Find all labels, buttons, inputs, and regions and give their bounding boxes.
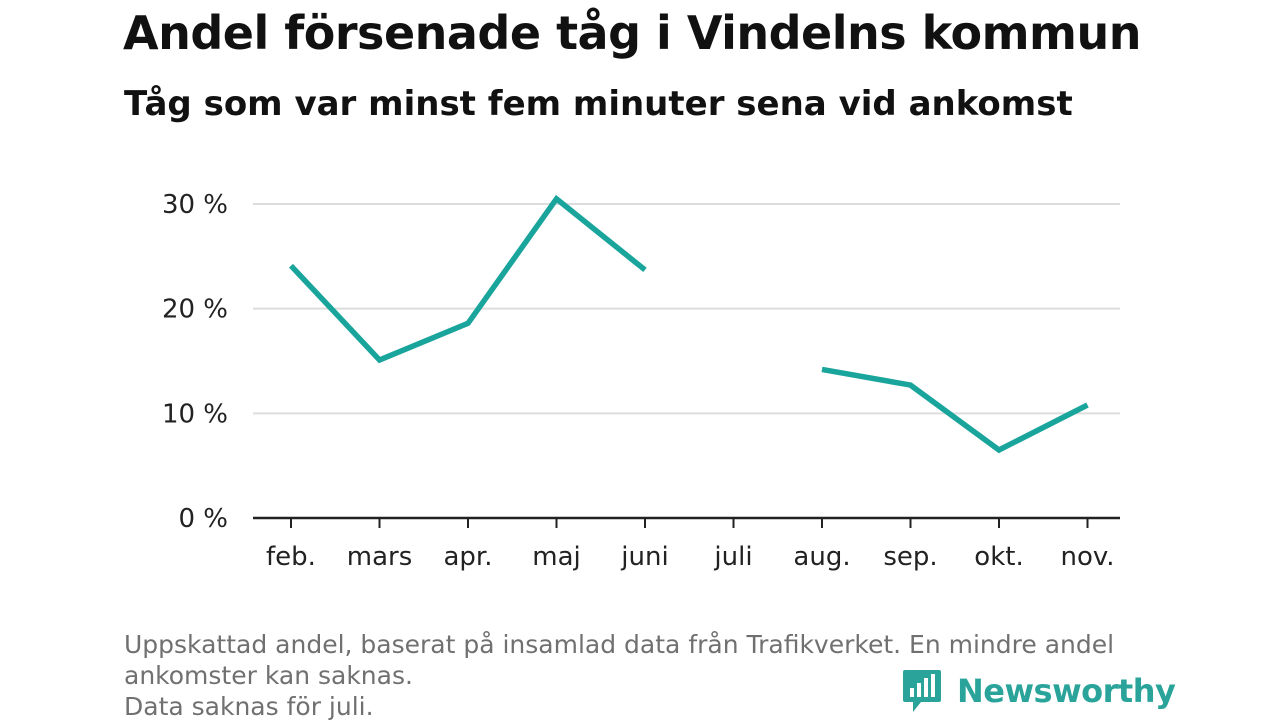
x-tick-label: mars [347,542,413,572]
footnote-line: Data saknas för juli. [124,692,374,721]
y-tick-label: 20 % [162,295,228,325]
x-axis-tick-labels: feb. mars apr. maj juni juli aug. sep. okt. nov. [266,542,1114,572]
line-chart: 0 % 10 % 20 % 30 % feb. mars apr. maj juni juli a… [162,190,1120,572]
x-tick-label: apr. [443,542,492,572]
x-tick-label: nov. [1060,542,1114,572]
brand: Newsworthy [901,668,1176,714]
chart-subtitle: Tåg som var minst fem minuter sena vid a… [124,84,1073,124]
brand-name: Newsworthy [957,672,1176,710]
y-tick-label: 10 % [162,399,228,429]
grid-lines [253,203,1120,415]
x-tick-label: sep. [883,542,937,572]
footnote: Uppskattad andel, baserat på insamlad da… [124,629,1164,722]
y-tick-label: 30 % [162,190,228,220]
footnote-line: Uppskattad andel, baserat på insamlad da… [124,630,1115,659]
y-tick-label: 0 % [178,504,228,534]
series-line [821,366,1089,454]
x-tick-label: juli [713,542,752,572]
x-tick-label: juni [620,542,668,572]
x-tick-label: okt. [974,542,1023,572]
x-tick-label: maj [532,542,580,572]
y-axis-tick-labels: 0 % 10 % 20 % 30 % [162,190,228,534]
x-tick-label: aug. [793,542,850,572]
series-line [288,194,647,364]
series-lines [288,194,1089,454]
footnote-line: ankomster kan saknas. [124,661,413,690]
newsworthy-logo-icon [903,670,941,712]
x-axis [253,516,1120,528]
chart-title: Andel försenade tåg i Vindelns kommun [123,6,1141,60]
x-tick-label: feb. [266,542,316,572]
